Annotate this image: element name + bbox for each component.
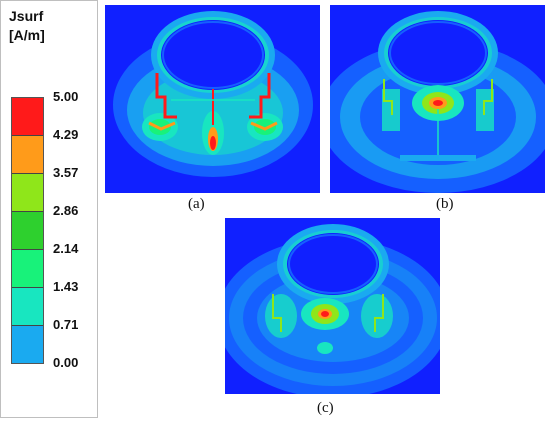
legend-tick-0-71: 0.71 [53,317,79,332]
legend-swatch-2 [12,136,43,174]
panel-a-current-distribution [105,5,320,193]
legend-swatch-7 [12,326,43,363]
legend-title: Jsurf [A/m] [9,7,45,45]
legend-swatch-1 [12,98,43,136]
legend-title-quantity: Jsurf [9,8,44,24]
panel-b-caption: (b) [436,196,454,212]
panel-a-caption: (a) [188,196,205,212]
legend-tick-0-00: 0.00 [53,355,79,370]
legend-tick-4-29: 4.29 [53,127,79,142]
legend-tick-2-14: 2.14 [53,241,79,256]
legend-tick-3-57: 3.57 [53,165,79,180]
legend-swatch-3 [12,174,43,212]
legend-swatch-5 [12,250,43,288]
panel-b-current-distribution [330,5,545,193]
legend-tick-2-86: 2.86 [53,203,79,218]
legend-tick-5-00: 5.00 [53,89,79,104]
panel-c-current-distribution [225,218,440,394]
legend-swatch-4 [12,212,43,250]
color-legend: Jsurf [A/m] 5.00 4.29 3.57 2.86 2.14 1.4… [0,0,98,418]
legend-title-unit: [A/m] [9,27,45,43]
panel-c-caption: (c) [317,400,334,416]
legend-tick-1-43: 1.43 [53,279,79,294]
legend-swatch-6 [12,288,43,326]
legend-color-bar [11,97,44,364]
